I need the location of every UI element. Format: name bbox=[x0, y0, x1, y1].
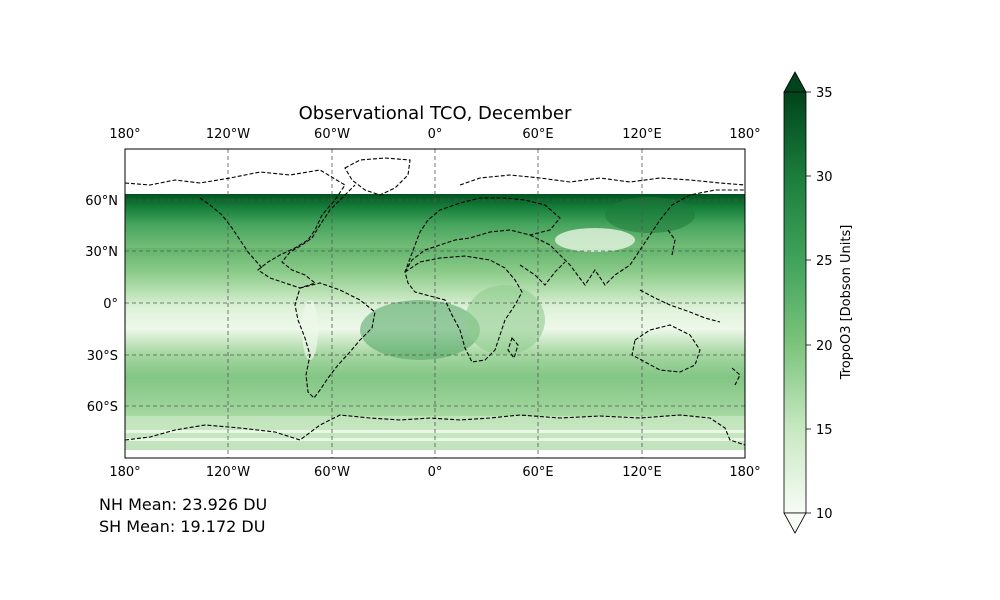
coastlines bbox=[125, 157, 745, 446]
gridlines bbox=[125, 149, 745, 458]
colorbar-bar bbox=[783, 91, 807, 514]
colorbar-tick-label: 10 bbox=[816, 507, 833, 522]
colorbar-tick-label: 15 bbox=[816, 423, 833, 438]
colorbar: 35 30 25 20 15 10 TropoO3 [Dobson Units] bbox=[783, 71, 854, 534]
ozone-low-andes bbox=[302, 300, 318, 360]
lon-tick-bottom: 180° bbox=[729, 465, 760, 480]
sh-mean-text: SH Mean: 19.172 DU bbox=[99, 517, 266, 536]
lon-tick-bottom: 0° bbox=[428, 465, 443, 480]
lat-tick: 0° bbox=[103, 297, 118, 312]
map-frame bbox=[124, 148, 746, 459]
lon-tick-bottom: 60°E bbox=[522, 465, 553, 480]
lon-tick-bottom: 60°W bbox=[314, 465, 350, 480]
colorbar-tick-label: 20 bbox=[816, 339, 833, 354]
coast-australia bbox=[631, 324, 701, 373]
coast-arctic-asia bbox=[459, 174, 745, 186]
lon-tick-top: 60°W bbox=[314, 127, 350, 142]
coast-japan bbox=[667, 229, 676, 256]
coast-na-west bbox=[199, 197, 263, 269]
coast-greenland bbox=[344, 157, 411, 196]
coast-arabia bbox=[519, 261, 566, 286]
lat-tick: 30°S bbox=[87, 349, 118, 364]
coast-africa bbox=[404, 255, 523, 363]
coast-south-america bbox=[294, 282, 376, 399]
colorbar-extend-max bbox=[783, 71, 807, 93]
coast-new-zealand bbox=[731, 367, 741, 386]
coast-antarctica bbox=[125, 414, 745, 446]
lon-tick-bottom: 120°W bbox=[206, 465, 250, 480]
colorbar-tick-label: 35 bbox=[816, 86, 833, 101]
lon-tick-top: 120°E bbox=[622, 127, 662, 142]
colorbar-tick-label: 25 bbox=[816, 254, 833, 269]
colorbar-extend-min bbox=[783, 512, 807, 534]
coast-madagascar bbox=[507, 336, 519, 360]
ozone-high-east-asia bbox=[605, 197, 695, 233]
coast-europe bbox=[404, 197, 561, 273]
map-title: Observational TCO, December bbox=[299, 103, 572, 124]
ozone-high-atlantic bbox=[360, 300, 480, 360]
coast-north-america bbox=[125, 169, 356, 289]
ozone-low-tibet bbox=[555, 228, 635, 252]
nh-mean-text: NH Mean: 23.926 DU bbox=[99, 495, 268, 514]
lat-tick: 60°S bbox=[87, 400, 118, 415]
colorbar-label: TropoO3 [Dobson Units] bbox=[839, 225, 854, 381]
coast-indonesia bbox=[639, 289, 721, 323]
lat-ticks: 60°N 30°N 0° 30°S 60°S bbox=[85, 194, 118, 415]
colorbar-tick-label: 30 bbox=[816, 170, 833, 185]
lon-ticks-top: 180° 120°W 60°W 0° 60°E 120°E 180° bbox=[109, 127, 760, 142]
lon-tick-top: 180° bbox=[109, 127, 140, 142]
lon-tick-top: 120°W bbox=[206, 127, 250, 142]
lat-tick: 60°N bbox=[85, 194, 118, 209]
map-axes bbox=[124, 148, 746, 459]
lon-tick-top: 180° bbox=[729, 127, 760, 142]
lon-ticks-bottom: 180° 120°W 60°W 0° 60°E 120°E 180° bbox=[109, 465, 760, 480]
colorbar-tick-marks bbox=[806, 91, 811, 514]
lon-tick-top: 60°E bbox=[522, 127, 553, 142]
lon-tick-bottom: 120°E bbox=[622, 465, 662, 480]
coast-asia bbox=[529, 189, 745, 286]
lon-tick-top: 0° bbox=[428, 127, 443, 142]
lat-tick: 30°N bbox=[85, 245, 118, 260]
lon-tick-bottom: 180° bbox=[109, 465, 140, 480]
